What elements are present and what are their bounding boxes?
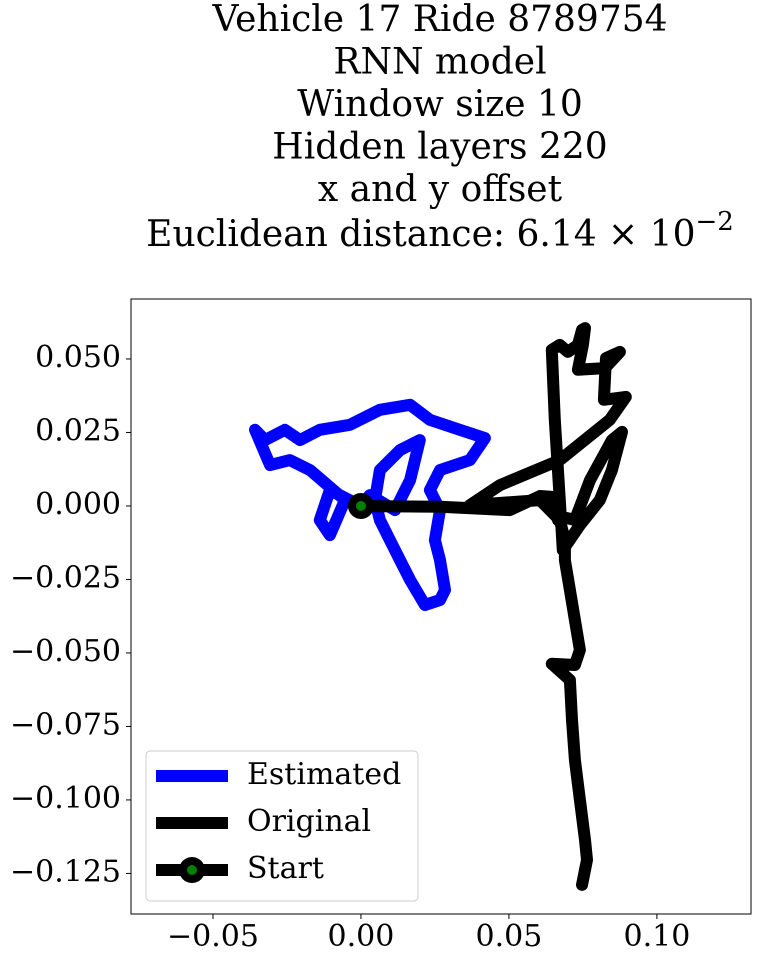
- chart-title-metric: Euclidean distance: 6.14 × 10−2: [146, 207, 734, 255]
- y-tick-label: 0.050: [35, 340, 121, 375]
- chart-title: Window size 10: [297, 84, 583, 125]
- legend-marker-center: [187, 865, 197, 875]
- series-line: [354, 322, 632, 891]
- plot-frame: [130, 298, 752, 915]
- y-tick-label: −0.100: [10, 781, 121, 816]
- y-tick-label: 0.025: [35, 413, 121, 448]
- chart-title: Vehicle 17 Ride 8789754: [211, 0, 667, 40]
- series-line: [249, 398, 491, 611]
- start-marker-center: [355, 500, 366, 511]
- legend-label: Estimated: [247, 757, 401, 792]
- x-tick-label: −0.05: [167, 919, 259, 954]
- legend-label: Original: [247, 804, 371, 839]
- x-tick-label: 0.00: [328, 919, 395, 954]
- title-metric: Euclidean distance: 6.14 × 10: [146, 214, 695, 255]
- chart-title: RNN model: [333, 42, 546, 83]
- chart-title: Hidden layers 220: [272, 127, 607, 168]
- y-tick-label: −0.075: [10, 707, 121, 742]
- plot-area: [249, 322, 632, 891]
- legend-box: [145, 750, 419, 902]
- y-tick-label: −0.125: [10, 854, 121, 889]
- x-tick-label: 0.05: [476, 919, 543, 954]
- legend-label: Start: [247, 851, 324, 886]
- title-exponent: −2: [695, 207, 733, 237]
- chart-title: x and y offset: [318, 169, 563, 210]
- y-tick-label: 0.000: [35, 487, 121, 522]
- x-tick-label: 0.10: [623, 919, 690, 954]
- y-tick-label: −0.025: [10, 560, 121, 595]
- y-tick-label: −0.050: [10, 634, 121, 669]
